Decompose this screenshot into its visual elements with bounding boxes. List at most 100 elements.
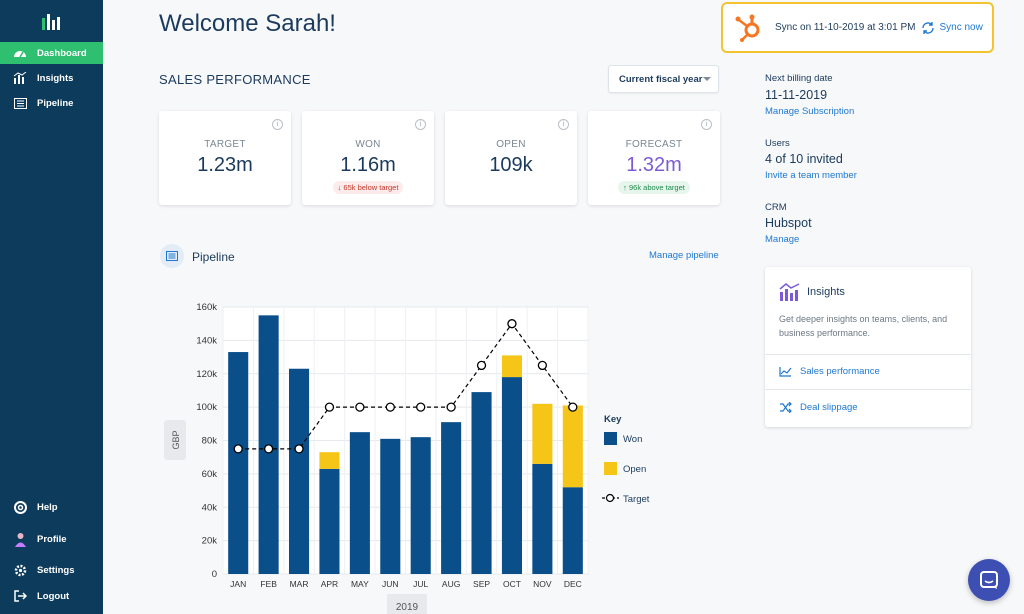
sidebar-item-label: Profile bbox=[37, 533, 67, 545]
info-icon[interactable]: i bbox=[415, 119, 426, 130]
insights-card-description: Get deeper insights on teams, clients, a… bbox=[779, 314, 948, 338]
sidebar-item-label: Pipeline bbox=[37, 97, 74, 109]
kpi-card-won: i WON 1.16m ↓ 65k below target bbox=[302, 111, 434, 205]
y-tick-label: 140k bbox=[196, 335, 217, 346]
sync-now-button[interactable]: Sync now bbox=[921, 21, 983, 35]
sidebar-item-settings[interactable]: Settings bbox=[0, 559, 103, 581]
refresh-icon bbox=[922, 21, 935, 34]
target-point bbox=[324, 402, 335, 412]
legend-label-won: Won bbox=[623, 434, 642, 445]
info-icon[interactable]: i bbox=[701, 119, 712, 130]
sales-performance-label: Sales performance bbox=[800, 366, 880, 377]
profile-icon bbox=[12, 532, 28, 547]
kpi-card-target: i TARGET 1.23m bbox=[159, 111, 291, 205]
sidebar: Dashboard Insights Pipeline Help Profile… bbox=[0, 0, 103, 614]
hubspot-icon bbox=[735, 14, 760, 42]
pipeline-icon bbox=[12, 96, 28, 110]
bar-won-jan bbox=[228, 352, 249, 574]
kpi-delta-badge: ↑ 96k above target bbox=[618, 181, 690, 194]
bar-won-jun bbox=[380, 438, 401, 574]
pipeline-title: Pipeline bbox=[192, 250, 235, 264]
y-tick-label: 20k bbox=[202, 536, 218, 547]
y-tick-label: 60k bbox=[202, 469, 218, 480]
y-tick-label: 160k bbox=[196, 302, 217, 313]
x-tick-label: SEP bbox=[473, 579, 490, 589]
sidebar-item-label: Logout bbox=[37, 590, 70, 602]
sidebar-item-dashboard[interactable]: Dashboard bbox=[0, 42, 103, 64]
manage-crm-link[interactable]: Manage bbox=[765, 234, 800, 245]
deal-slippage-label: Deal slippage bbox=[800, 402, 858, 413]
y-tick-label: 100k bbox=[196, 402, 217, 413]
target-point bbox=[294, 444, 304, 454]
bar-open-apr bbox=[319, 452, 340, 469]
pipeline-icon bbox=[160, 244, 184, 268]
sales-performance-link[interactable]: Sales performance bbox=[779, 366, 880, 377]
y-tick-label: 0 bbox=[212, 569, 217, 580]
bar-won-jul bbox=[410, 437, 431, 574]
info-icon[interactable]: i bbox=[558, 119, 569, 130]
insights-icon bbox=[779, 283, 800, 301]
bar-won-sep bbox=[471, 392, 492, 574]
manage-pipeline-link[interactable]: Manage pipeline bbox=[649, 250, 719, 261]
section-title: SALES PERFORMANCE bbox=[159, 72, 311, 87]
y-tick-label: 120k bbox=[196, 369, 217, 380]
legend-title: Key bbox=[604, 414, 622, 425]
sidebar-item-profile[interactable]: Profile bbox=[0, 528, 103, 550]
manage-subscription-link[interactable]: Manage Subscription bbox=[765, 106, 855, 117]
kpi-value: 1.32m bbox=[626, 154, 682, 176]
bar-won-may bbox=[349, 432, 370, 574]
x-tick-label: DEC bbox=[564, 579, 582, 589]
target-point bbox=[537, 360, 548, 371]
x-tick-label: NOV bbox=[533, 579, 552, 589]
target-point bbox=[507, 319, 517, 329]
sidebar-item-insights[interactable]: Insights bbox=[0, 67, 103, 89]
kpi-label: WON bbox=[355, 139, 381, 150]
deal-slippage-link[interactable]: Deal slippage bbox=[779, 402, 858, 413]
x-tick-label: MAY bbox=[351, 579, 369, 589]
sidebar-item-label: Insights bbox=[37, 72, 74, 84]
sync-now-label: Sync now bbox=[939, 22, 983, 33]
x-tick-label: JUL bbox=[413, 579, 428, 589]
users-label: Users bbox=[765, 138, 790, 149]
bar-won-dec bbox=[562, 487, 583, 574]
pipeline-chart: 0 20k 40k 60k 80k 100k 120k 140k 160k JAN FEB MAR AP… bbox=[164, 302, 650, 614]
target-point bbox=[446, 402, 456, 412]
logout-icon bbox=[12, 589, 28, 603]
target-point bbox=[568, 402, 578, 412]
kpi-card-forecast: i FORECAST 1.32m ↑ 96k above target bbox=[588, 111, 720, 205]
kpi-card-open: i OPEN 109k bbox=[445, 111, 577, 205]
sync-banner: Sync on 11-10-2019 at 3:01 PM Sync now bbox=[721, 2, 994, 53]
sync-status-text: Sync on 11-10-2019 at 3:01 PM bbox=[775, 22, 916, 33]
legend-label-open: Open bbox=[623, 464, 646, 475]
bar-open-oct bbox=[501, 355, 522, 378]
legend-label-target: Target bbox=[623, 494, 650, 505]
sidebar-item-logout[interactable]: Logout bbox=[0, 585, 103, 607]
period-dropdown[interactable]: Current fiscal year bbox=[608, 65, 719, 93]
kpi-label: TARGET bbox=[204, 139, 246, 150]
target-point bbox=[233, 444, 243, 454]
chat-icon bbox=[980, 571, 998, 589]
period-dropdown-value: Current fiscal year bbox=[619, 73, 703, 85]
y-axis-label: GBP bbox=[171, 430, 181, 449]
insights-card: Insights Get deeper insights on teams, c… bbox=[765, 267, 971, 427]
kpi-value: 1.16m bbox=[340, 154, 396, 176]
bar-won-aug bbox=[441, 422, 462, 574]
sidebar-item-help[interactable]: Help bbox=[0, 496, 103, 518]
invite-member-link[interactable]: Invite a team member bbox=[765, 170, 857, 181]
sidebar-item-pipeline[interactable]: Pipeline bbox=[0, 92, 103, 114]
app-logo bbox=[42, 14, 60, 30]
insights-card-header: Insights bbox=[779, 283, 845, 301]
kpi-label: FORECAST bbox=[625, 139, 683, 150]
bar-open-dec bbox=[562, 405, 583, 488]
bar-won-apr bbox=[319, 468, 340, 574]
info-icon[interactable]: i bbox=[272, 119, 283, 130]
shuffle-icon bbox=[780, 402, 792, 413]
kpi-label: OPEN bbox=[496, 139, 526, 150]
chat-button[interactable] bbox=[968, 559, 1010, 601]
sidebar-item-label: Help bbox=[37, 501, 58, 513]
billing-date: 11-11-2019 bbox=[765, 88, 828, 102]
legend-swatch-open bbox=[604, 462, 617, 475]
target-point bbox=[476, 360, 487, 371]
kpi-value: 109k bbox=[489, 154, 533, 176]
dashboard-icon bbox=[12, 46, 28, 60]
